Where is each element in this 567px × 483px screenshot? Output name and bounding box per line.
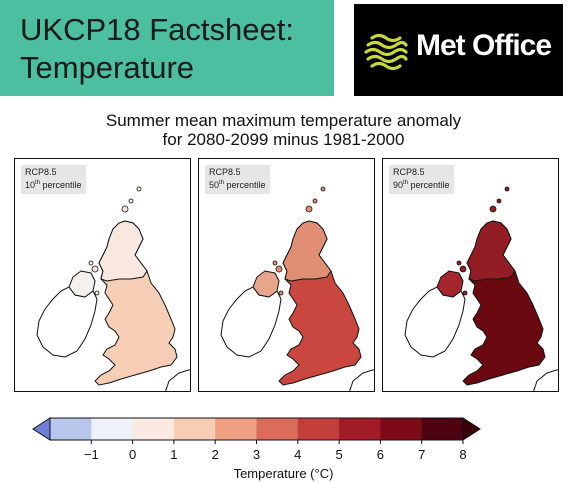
scenario-name: RCP8.5 bbox=[209, 167, 241, 177]
percentile-label: 90th percentile bbox=[393, 180, 450, 190]
header-title-block: UKCP18 Factsheet: Temperature bbox=[0, 0, 334, 96]
northern-ireland-region bbox=[436, 270, 464, 298]
colorbar-unit-label: Temperature (°C) bbox=[233, 466, 334, 481]
colorbar-segment bbox=[339, 418, 381, 440]
colorbar-segment bbox=[297, 418, 340, 440]
colorbar-low-arrow bbox=[32, 417, 51, 441]
france-coastline bbox=[165, 369, 190, 391]
header-title-line1: UKCP18 Factsheet: bbox=[20, 12, 294, 47]
colorbar-tick-label: −1 bbox=[83, 447, 99, 462]
island-shape bbox=[136, 186, 142, 192]
scenario-name: RCP8.5 bbox=[393, 167, 425, 177]
island-shape bbox=[312, 198, 318, 204]
colorbar-tick-label: 8 bbox=[459, 447, 467, 462]
met-office-logo-text: Met Office bbox=[416, 29, 552, 62]
scotland-region bbox=[98, 220, 148, 282]
island-shape bbox=[94, 290, 100, 296]
island-shape bbox=[459, 265, 467, 273]
scotland-region bbox=[466, 220, 516, 282]
colorbar-tick-label: 0 bbox=[128, 447, 137, 462]
island-shape bbox=[320, 186, 326, 192]
percentile-label: 50th percentile bbox=[209, 180, 266, 190]
island-shape bbox=[456, 260, 462, 266]
island-shape bbox=[496, 198, 502, 204]
colorbar-segment bbox=[173, 418, 216, 440]
island-shape bbox=[278, 290, 284, 296]
met-office-wave-icon bbox=[364, 33, 408, 71]
colorbar-tick-label: 6 bbox=[376, 447, 384, 462]
map-svg bbox=[220, 186, 374, 391]
colorbar-segment bbox=[132, 418, 175, 440]
met-office-logo: Met Office bbox=[354, 4, 563, 96]
panel-scenario-label: RCP8.5 10th percentile bbox=[21, 165, 86, 194]
map-title-line1: Summer mean maximum temperature anomaly bbox=[105, 111, 462, 130]
scenario-name: RCP8.5 bbox=[25, 167, 57, 177]
island-shape bbox=[91, 265, 99, 273]
colorbar-tick-label: 5 bbox=[335, 447, 343, 462]
colorbar-tick-label: 3 bbox=[252, 447, 261, 462]
france-coastline bbox=[349, 369, 374, 391]
map-panel-90th-percentile: RCP8.5 90th percentile bbox=[382, 158, 559, 392]
france-coastline bbox=[533, 369, 558, 391]
map-svg bbox=[36, 186, 190, 391]
northern-ireland-region bbox=[68, 270, 96, 298]
northern-ireland-region bbox=[252, 270, 280, 298]
colorbar-tick-label: 7 bbox=[418, 447, 426, 462]
island-shape bbox=[462, 290, 468, 296]
colorbar-segment bbox=[421, 418, 464, 440]
panel-scenario-label: RCP8.5 50th percentile bbox=[205, 165, 270, 194]
scotland-region bbox=[282, 220, 332, 282]
colorbar-segment bbox=[380, 418, 423, 440]
header-title-line2: Temperature bbox=[20, 50, 195, 85]
colorbar-segment bbox=[256, 418, 299, 440]
island-shape bbox=[305, 205, 313, 213]
island-shape bbox=[275, 265, 283, 273]
colorbar-segment bbox=[215, 418, 257, 440]
colorbar-tick-label: 1 bbox=[170, 447, 178, 462]
percentile-label: 10th percentile bbox=[25, 180, 82, 190]
island-shape bbox=[128, 198, 134, 204]
map-panel-10th-percentile: RCP8.5 10th percentile bbox=[14, 158, 191, 392]
map-svg bbox=[404, 186, 558, 391]
colorbar-segment bbox=[50, 418, 92, 440]
island-shape bbox=[504, 186, 510, 192]
colorbar-high-arrow bbox=[462, 417, 481, 441]
panel-scenario-label: RCP8.5 90th percentile bbox=[389, 165, 454, 194]
colorbar-segment bbox=[91, 418, 134, 440]
island-shape bbox=[88, 260, 94, 266]
island-shape bbox=[272, 260, 278, 266]
map-title-line2: for 2080-2099 minus 1981-2000 bbox=[162, 130, 405, 149]
map-panel-50th-percentile: RCP8.5 50th percentile bbox=[198, 158, 375, 392]
island-shape bbox=[489, 205, 497, 213]
island-shape bbox=[121, 205, 129, 213]
colorbar-tick-label: 4 bbox=[294, 447, 302, 462]
colorbar-tick-label: 2 bbox=[211, 447, 219, 462]
